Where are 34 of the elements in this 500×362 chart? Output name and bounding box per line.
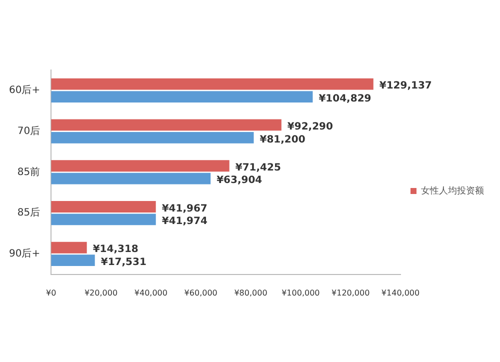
y-tick-label: 90后+: [8, 248, 40, 260]
x-tick-label: ¥140,000: [381, 288, 420, 298]
y-tick-label: 70后: [17, 124, 40, 137]
x-tick-label: ¥40,000: [134, 288, 168, 298]
data-label: ¥17,531: [100, 256, 146, 268]
x-tick-label: ¥20,000: [84, 288, 118, 298]
bar: [51, 214, 156, 226]
bar: [51, 172, 211, 184]
data-label: ¥71,425: [235, 162, 281, 174]
data-label: ¥81,200: [260, 134, 306, 146]
bar: [51, 91, 313, 102]
x-tick-label: ¥80,000: [234, 288, 268, 298]
bar: [51, 201, 156, 212]
data-label: ¥14,318: [92, 244, 138, 256]
y-tick-label: 60后+: [8, 84, 40, 96]
x-tick-label: ¥60,000: [184, 288, 218, 298]
x-tick-label: ¥0: [46, 288, 56, 298]
data-label: ¥41,974: [162, 216, 208, 228]
data-label: ¥129,137: [379, 80, 432, 92]
x-tick-label: ¥120,000: [332, 288, 370, 298]
bar: [51, 160, 230, 172]
bar: [51, 119, 282, 131]
data-label: ¥63,904: [216, 175, 262, 186]
data-label: ¥41,967: [162, 203, 208, 214]
x-tick-label: ¥100,000: [282, 288, 320, 298]
legend-label: 女性人均投资额: [421, 185, 484, 196]
bar: [51, 242, 87, 254]
bar: [51, 78, 374, 90]
y-tick-label: 85前: [17, 166, 40, 178]
bar: [51, 132, 254, 144]
data-label: ¥104,829: [318, 93, 372, 104]
data-label: ¥92,290: [287, 122, 334, 133]
bar: [51, 254, 95, 266]
y-tick-label: 85后: [17, 206, 40, 219]
